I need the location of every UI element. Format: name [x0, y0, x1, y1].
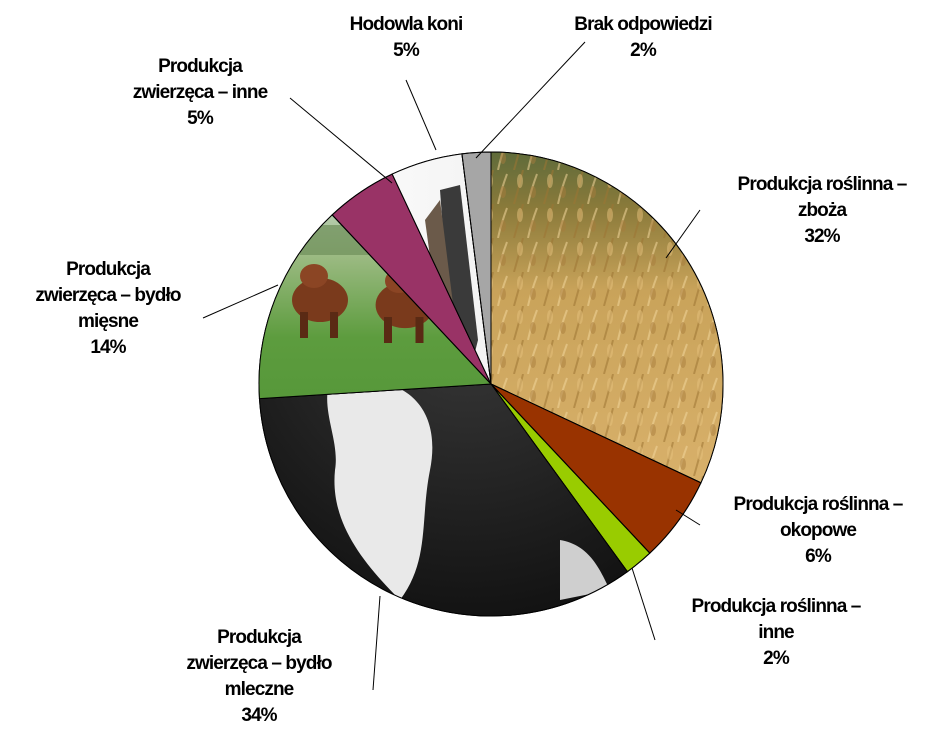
slice-value-label: 5%: [393, 40, 420, 61]
leader-line-5: [202, 284, 279, 319]
slice-value-label: 32%: [804, 226, 840, 247]
slice-label-7: Hodowla koni 5%: [350, 14, 463, 61]
slice-label-line: Produkcja: [158, 56, 243, 77]
slice-label-3: Produkcja roślinna – inne 2%: [692, 596, 861, 669]
slice-label-1: Produkcja roślinna – zboża 32%: [738, 174, 907, 247]
slice-label-line: zboża: [798, 200, 848, 221]
slice-value-label: 34%: [241, 705, 277, 726]
slice-1: [490, 151, 724, 484]
leader-line-6: [289, 97, 393, 184]
slice-value-label: 2%: [763, 648, 790, 669]
slice-label-8: Brak odpowiedzi 2%: [574, 14, 711, 61]
slice-label-2: Produkcja roślinna – okopowe 6%: [734, 494, 903, 567]
leader-line-2: [675, 509, 701, 526]
slice-label-5: Produkcja zwierzęca – bydło mięsne 14%: [35, 259, 181, 358]
slice-label-line: mleczne: [225, 679, 294, 700]
slice-label-line: inne: [758, 622, 794, 643]
slice-label-line: Produkcja roślinna –: [734, 494, 903, 515]
slice-label-4: Produkcja zwierzęca – bydło mleczne 34%: [186, 627, 332, 726]
slice-value-label: 5%: [187, 108, 214, 129]
slice-label-line: okopowe: [780, 520, 856, 541]
slice-label-line: zwierzęca – inne: [133, 82, 268, 103]
slice-label-line: Produkcja roślinna –: [692, 596, 861, 617]
slice-label-line: Produkcja roślinna –: [738, 174, 907, 195]
pie-slices: [258, 151, 724, 617]
slice-label-line: Hodowla koni: [350, 14, 463, 35]
leader-line-3: [631, 567, 656, 641]
slice-label-line: Brak odpowiedzi: [574, 14, 711, 35]
leader-line-1: [665, 209, 701, 259]
slice-label-line: Produkcja: [217, 627, 302, 648]
slice-value-label: 2%: [630, 40, 657, 61]
slice-labels: Produkcja roślinna – zboża 32%Produkcja ro…: [35, 14, 907, 726]
leader-lines: [202, 41, 701, 691]
leader-line-4: [372, 595, 381, 691]
slice-label-line: zwierzęca – bydło: [186, 653, 332, 674]
slice-8: [461, 151, 492, 385]
slice-label-line: Produkcja: [66, 259, 151, 280]
slice-label-line: zwierzęca – bydło: [35, 285, 181, 306]
slice-value-label: 14%: [90, 337, 126, 358]
slice-label-6: Produkcja zwierzęca – inne 5%: [133, 56, 268, 129]
slice-value-label: 6%: [805, 546, 832, 567]
leader-line-7: [405, 79, 437, 151]
slice-label-line: mięsne: [78, 311, 138, 332]
leader-line-8: [475, 41, 586, 159]
